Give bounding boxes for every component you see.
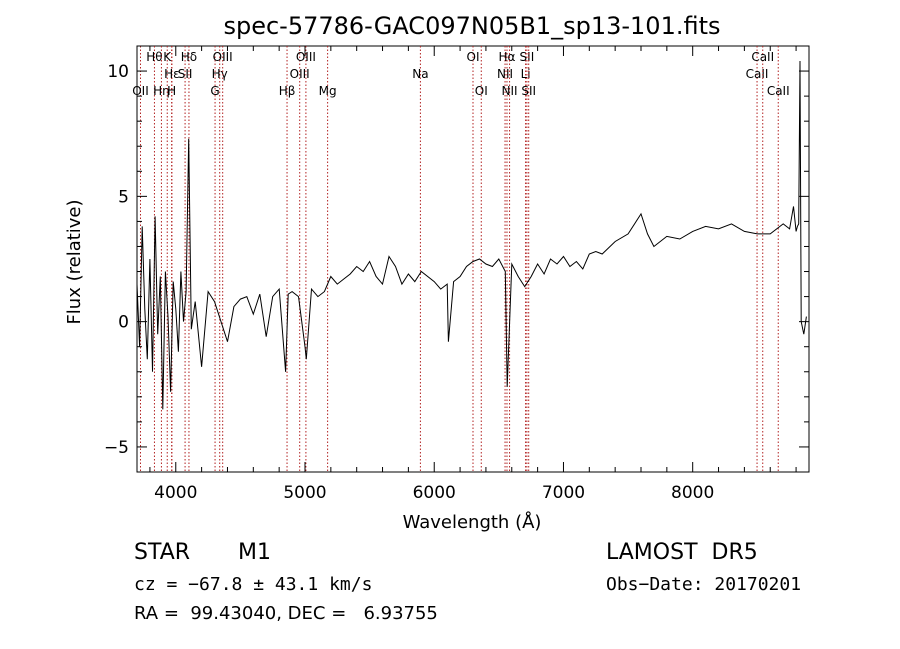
y-tick-label: 5 xyxy=(118,187,129,207)
object-subclass: M1 xyxy=(238,540,271,565)
y-axis-label: Flux (relative) xyxy=(64,199,85,324)
spectral-line-label: Hε xyxy=(164,67,180,81)
spectral-line-label: Li xyxy=(521,67,531,81)
spectral-line-label: Hα xyxy=(499,50,516,64)
spectral-lines-layer: OIIHθHηKHHεSIIHδGHγOIIIHβOIIIOIIIMgNaOIO… xyxy=(132,46,790,472)
spectral-line-label: OI xyxy=(475,84,488,98)
chart-title: spec-57786-GAC097N05B1_sp13-101.fits xyxy=(223,12,720,40)
y-tick-label: −5 xyxy=(104,438,129,458)
spectral-line-label: OIII xyxy=(290,67,310,81)
coordinates: RA = 99.43040, DEC = 6.93755 xyxy=(134,603,438,624)
x-tick-label: 6000 xyxy=(413,483,456,503)
observation-date: Obs−Date: 20170201 xyxy=(606,574,802,595)
spectral-line-label: SII xyxy=(521,84,536,98)
x-tick-label: 5000 xyxy=(283,483,326,503)
series-layer xyxy=(136,60,807,410)
x-tick-label: 8000 xyxy=(671,483,714,503)
object-class: STAR xyxy=(134,540,191,565)
spectral-line-label: Hγ xyxy=(212,67,228,81)
spectral-line-label: CaII xyxy=(767,84,790,98)
spectral-line-label: OIII xyxy=(213,50,233,64)
spectral-line-label: G xyxy=(210,84,219,98)
y-tick-label: 10 xyxy=(107,62,129,82)
spectral-line-label: Hη xyxy=(153,84,170,98)
spectral-line-label: Mg xyxy=(319,84,337,98)
spectral-line-label: CaII xyxy=(746,67,769,81)
spectrum-series-line xyxy=(136,60,807,410)
spectral-line-label: OIII xyxy=(296,50,316,64)
spectral-line-label: NII xyxy=(497,67,513,81)
spectral-line-label: Na xyxy=(412,67,428,81)
y-tick-label: 0 xyxy=(118,313,129,333)
axis-ticks-layer: 4000 5000 6000 7000 8000 −5 0 5 10 xyxy=(104,45,809,503)
redshift-velocity: cz = −67.8 ± 43.1 km/s xyxy=(134,574,373,595)
spectral-line-label: K xyxy=(163,50,172,64)
spectral-line-label: Hβ xyxy=(279,84,296,98)
spectral-line-label: OI xyxy=(467,50,480,64)
survey-name: LAMOST DR5 xyxy=(606,540,758,565)
x-tick-label: 4000 xyxy=(154,483,197,503)
spectral-line-label: H xyxy=(167,84,176,98)
spectral-line-label: OII xyxy=(132,84,149,98)
spectral-line-label: Hδ xyxy=(181,50,197,64)
spectral-line-label: SII xyxy=(520,50,535,64)
x-axis-label: Wavelength (Å) xyxy=(403,511,542,533)
x-tick-label: 7000 xyxy=(542,483,585,503)
spectral-line-label: NII xyxy=(502,84,518,98)
spectral-line-label: Hθ xyxy=(146,50,162,64)
spectral-line-label: SII xyxy=(178,67,193,81)
spectral-line-label: CaII xyxy=(751,50,774,64)
